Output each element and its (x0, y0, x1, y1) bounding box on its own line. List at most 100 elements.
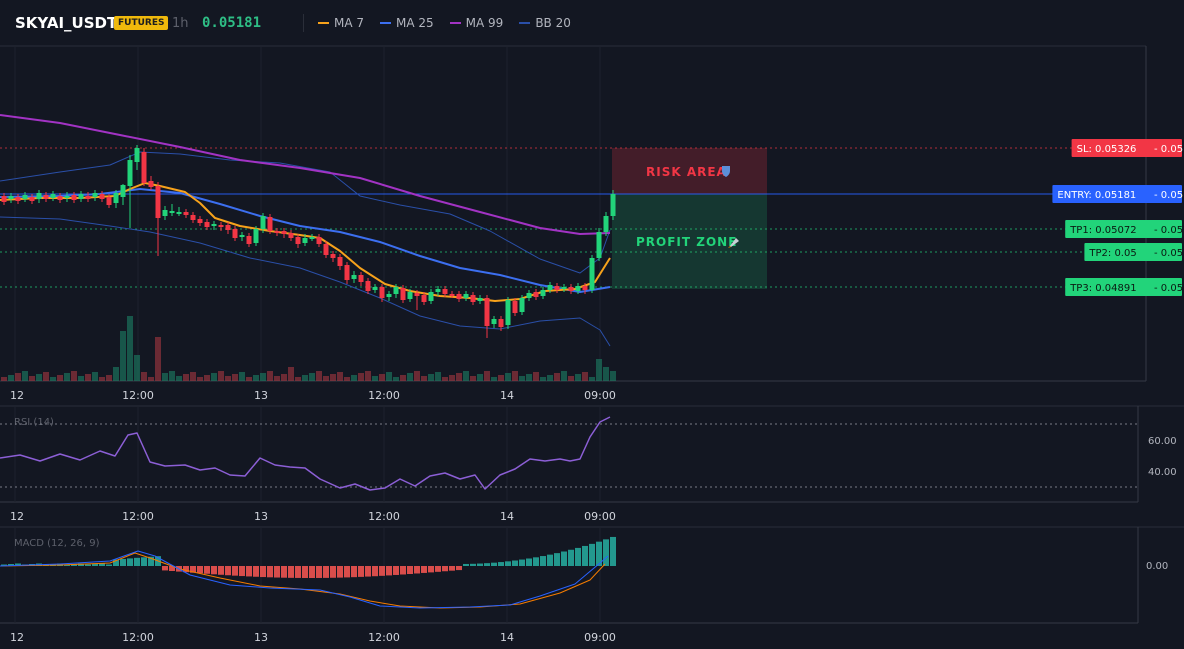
candle-43[interactable] (302, 234, 308, 246)
candle-41[interactable] (288, 230, 294, 241)
candle-10[interactable] (71, 192, 77, 203)
candle-38[interactable] (267, 214, 273, 234)
timeframe-label[interactable]: 1h (172, 15, 189, 31)
candle-87[interactable] (610, 190, 616, 220)
candle-62[interactable] (435, 286, 441, 296)
candle-5[interactable] (36, 190, 42, 203)
candle-51[interactable] (358, 272, 364, 286)
candle-36[interactable] (253, 226, 259, 246)
candle-29[interactable] (204, 219, 210, 230)
candle-65[interactable] (456, 291, 462, 302)
candle-79[interactable] (554, 283, 560, 293)
candle-77[interactable] (540, 287, 546, 299)
candle-40[interactable] (281, 228, 287, 238)
candle-2[interactable] (15, 194, 21, 204)
candle-6[interactable] (43, 192, 49, 202)
candle-22[interactable] (155, 182, 161, 256)
volume-bar-31 (218, 371, 224, 381)
candle-body-80 (561, 287, 567, 289)
candle-72[interactable] (505, 297, 511, 329)
candle-85[interactable] (596, 228, 602, 261)
candle-37[interactable] (260, 213, 266, 233)
candle-52[interactable] (365, 278, 371, 294)
legend-ma25[interactable]: MA 25 (380, 16, 434, 30)
candle-84[interactable] (589, 255, 595, 293)
candle-47[interactable] (330, 251, 336, 262)
candle-11[interactable] (78, 191, 84, 202)
candle-31[interactable] (218, 222, 224, 231)
legend-bb20[interactable]: BB 20 (519, 16, 571, 30)
candle-45[interactable] (316, 234, 322, 247)
candle-70[interactable] (491, 316, 497, 328)
candle-16[interactable] (113, 190, 119, 208)
candle-26[interactable] (183, 209, 189, 218)
candle-39[interactable] (274, 228, 280, 236)
candle-7[interactable] (50, 191, 56, 201)
candle-71[interactable] (498, 316, 504, 331)
candle-12[interactable] (85, 192, 91, 202)
candle-66[interactable] (463, 291, 469, 301)
candle-8[interactable] (57, 193, 63, 203)
symbol-title[interactable]: SKYAI_USDT (15, 14, 118, 32)
candle-58[interactable] (407, 289, 413, 302)
candle-17[interactable] (120, 184, 126, 205)
legend-ma7[interactable]: MA 7 (318, 16, 364, 30)
candle-15[interactable] (106, 194, 112, 208)
candle-34[interactable] (239, 232, 245, 241)
candle-78[interactable] (547, 282, 553, 293)
candle-13[interactable] (92, 190, 98, 201)
candle-27[interactable] (190, 212, 196, 223)
candle-68[interactable] (477, 295, 483, 304)
candle-21[interactable] (148, 176, 154, 190)
candle-46[interactable] (323, 241, 329, 258)
candle-63[interactable] (442, 286, 448, 297)
candle-23[interactable] (162, 206, 168, 220)
candle-25[interactable] (176, 207, 182, 216)
candle-74[interactable] (519, 295, 525, 315)
candle-73[interactable] (512, 298, 518, 316)
candle-49[interactable] (344, 262, 350, 284)
candle-28[interactable] (197, 216, 203, 226)
candle-59[interactable] (414, 290, 420, 310)
candle-61[interactable] (428, 289, 434, 304)
candle-48[interactable] (337, 254, 343, 270)
macd-label: MACD (12, 26, 9) (14, 538, 100, 549)
candle-35[interactable] (246, 233, 252, 247)
candle-30[interactable] (211, 221, 217, 230)
candle-53[interactable] (372, 284, 378, 293)
candle-81[interactable] (568, 284, 574, 294)
candle-1[interactable] (8, 193, 14, 203)
candle-67[interactable] (470, 292, 476, 305)
candle-32[interactable] (225, 222, 231, 234)
candle-18[interactable] (127, 155, 133, 228)
candle-76[interactable] (533, 289, 539, 300)
candle-80[interactable] (561, 284, 567, 292)
candle-57[interactable] (400, 285, 406, 303)
candle-86[interactable] (603, 212, 609, 236)
candle-50[interactable] (351, 271, 357, 283)
candle-33[interactable] (232, 226, 238, 241)
candle-83[interactable] (582, 283, 588, 294)
candle-4[interactable] (29, 194, 35, 204)
candle-82[interactable] (575, 283, 581, 294)
candle-24[interactable] (169, 204, 175, 216)
candle-44[interactable] (309, 234, 315, 241)
candle-55[interactable] (386, 291, 392, 301)
candle-42[interactable] (295, 234, 301, 248)
volume-bar-32 (225, 376, 231, 381)
candle-56[interactable] (393, 284, 399, 298)
candle-54[interactable] (379, 284, 385, 302)
candle-64[interactable] (449, 291, 455, 298)
candle-69[interactable] (484, 295, 490, 338)
candlesticks[interactable] (1, 145, 616, 338)
candle-60[interactable] (421, 292, 427, 305)
candle-9[interactable] (64, 192, 70, 202)
candle-20[interactable] (141, 148, 147, 186)
candle-19[interactable] (134, 145, 140, 170)
candle-14[interactable] (99, 191, 105, 202)
candle-3[interactable] (22, 192, 28, 202)
legend-ma99[interactable]: MA 99 (449, 16, 503, 30)
candle-0[interactable] (1, 193, 7, 205)
candle-75[interactable] (526, 290, 532, 301)
